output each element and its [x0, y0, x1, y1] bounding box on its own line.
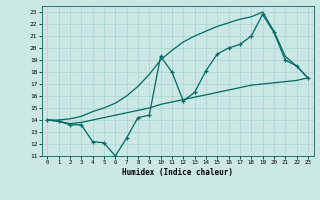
X-axis label: Humidex (Indice chaleur): Humidex (Indice chaleur): [122, 168, 233, 177]
